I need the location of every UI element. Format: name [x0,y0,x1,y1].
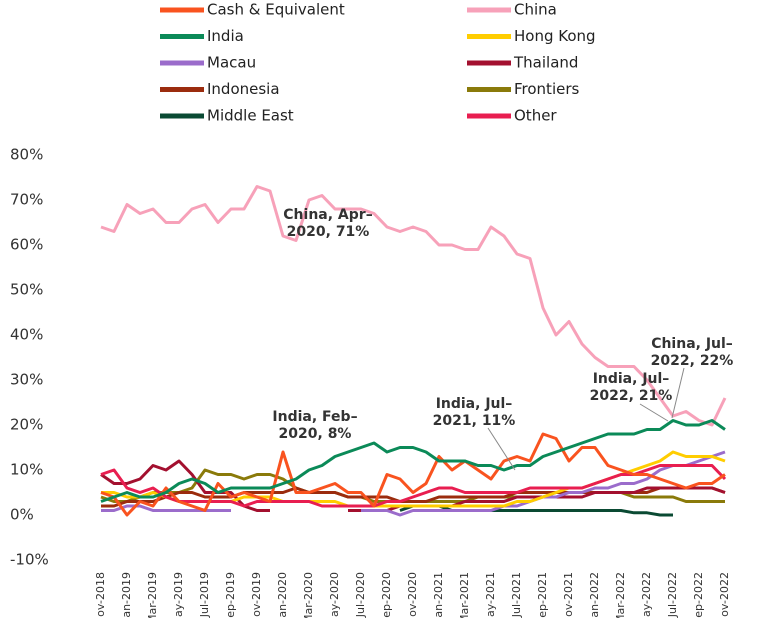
series-line [399,504,673,517]
x-tick-label: Nov-2021 [562,572,575,618]
y-tick-label: 80% [10,146,43,164]
annotation-pointer [487,427,516,471]
x-tick-label: Nov-2019 [250,572,263,618]
x-tick-label: Jul-2021 [510,572,523,618]
x-tick-label: Jul-2020 [354,572,367,618]
y-tick-label: 0% [10,506,34,524]
y-tick-label: 40% [10,326,43,344]
x-tick-label: Mar-2019 [146,572,159,618]
series-line [100,419,726,503]
y-tick-label: 30% [10,371,43,389]
legend-label: India [207,27,244,45]
annotation-pointer [671,367,685,419]
x-tick-label: May-2022 [640,572,653,618]
series-line [100,432,726,517]
legend-label: Middle East [207,107,294,125]
annotation: 2020, 8% [279,426,352,442]
legend-label: Hong Kong [514,27,596,45]
y-tick-label: 20% [10,416,43,434]
legend-label: Cash & Equivalent [207,1,345,19]
y-tick-label: -10% [10,551,49,569]
y-tick-label: 70% [10,191,43,209]
annotation: 2022, 22% [651,353,734,369]
legend-label: Frontiers [514,80,580,98]
x-tick-label: Jan-2021 [432,572,445,618]
x-tick-label: Jan-2019 [120,572,133,618]
legend-label: Indonesia [207,80,280,98]
legend-label: Macau [207,54,256,72]
x-tick-label: Jul-2019 [198,572,211,618]
annotation: India, Jul– [436,396,513,412]
y-tick-label: 50% [10,281,43,299]
x-tick-label: May-2021 [484,572,497,618]
legend-label: Other [514,107,557,125]
annotation-pointer [639,403,669,422]
x-tick-label: Jul-2022 [666,572,679,618]
x-tick-label: Mar-2021 [458,572,471,618]
y-tick-label: 10% [10,461,43,479]
legend-label: China [514,1,557,19]
x-tick-label: Nov-2018 [94,572,107,618]
x-tick-label: Mar-2022 [614,572,627,618]
legend-label: Thailand [513,54,578,72]
y-tick-label: 60% [10,236,43,254]
annotation: 2021, 11% [433,413,516,429]
annotation: China, Jul– [651,336,733,352]
annotation: China, Apr– [283,207,372,223]
x-tick-label: Mar-2020 [302,572,315,618]
series-line [100,464,727,508]
annotation: India, Feb– [272,409,357,425]
annotation: 2020, 71% [287,224,370,240]
x-tick-label: Sep-2019 [224,572,237,618]
annotation: India, Jul– [593,371,670,387]
x-tick-label: May-2019 [172,572,185,618]
x-tick-label: Sep-2020 [380,572,393,618]
x-tick-label: Sep-2021 [536,572,549,618]
x-tick-label: Jan-2022 [588,572,601,618]
x-tick-label: Jan-2020 [276,572,289,618]
x-tick-label: Nov-2020 [406,572,419,618]
annotation: 2022, 21% [590,388,673,404]
series-line [100,185,727,427]
x-tick-label: May-2020 [328,572,341,618]
x-tick-label: Sep-2022 [692,572,705,618]
x-tick-label: Nov-2022 [718,572,731,618]
